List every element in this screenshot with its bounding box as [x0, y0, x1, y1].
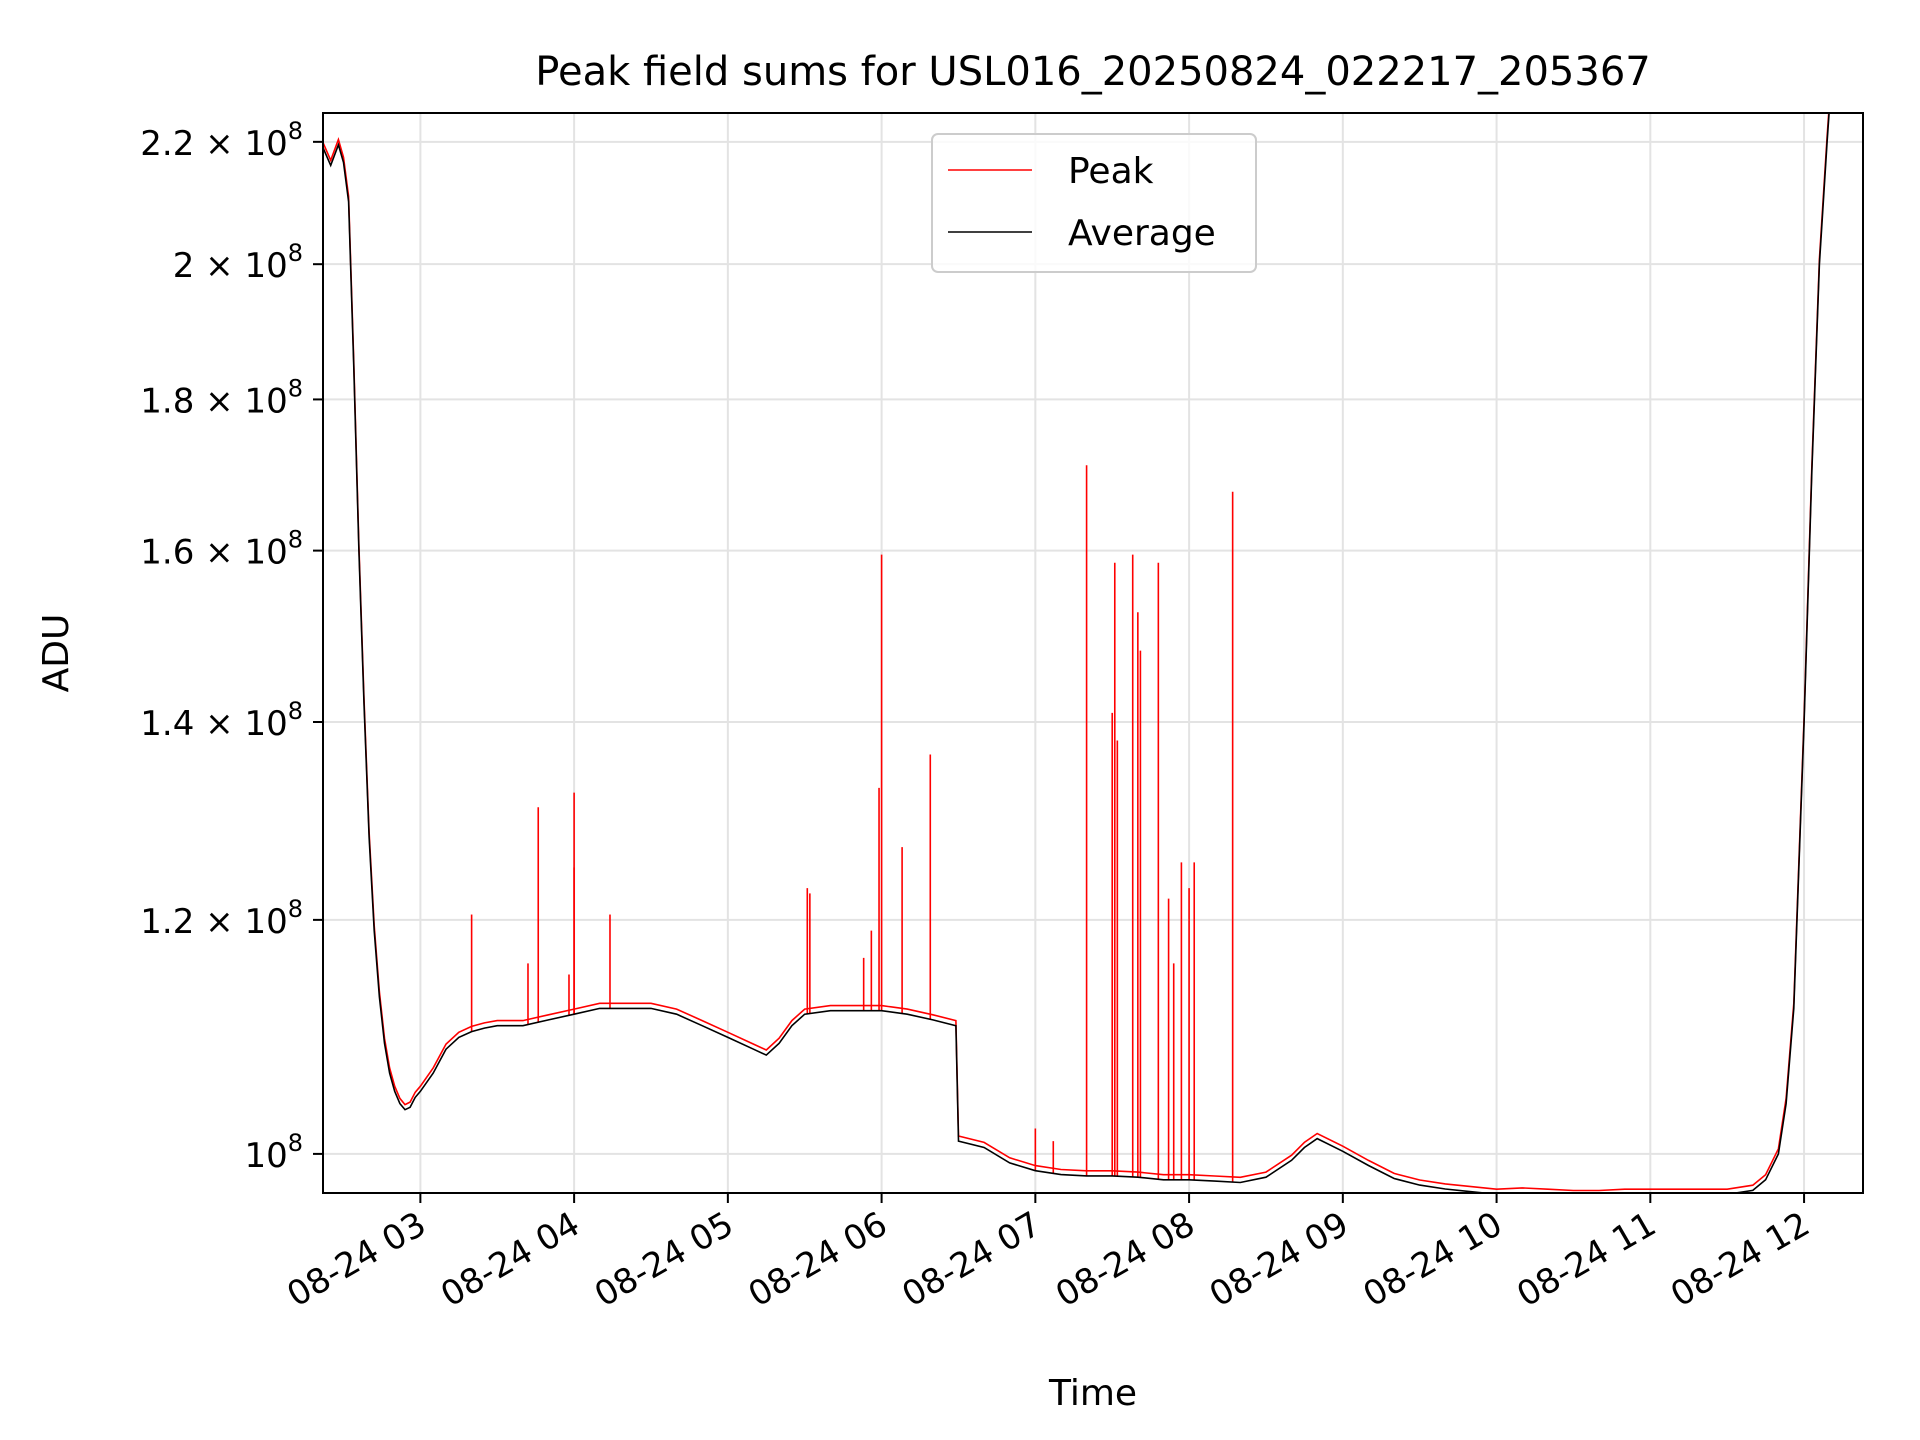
- legend-average-label: Average: [1068, 213, 1216, 254]
- x-tick-label: 08-24 10: [1357, 1204, 1509, 1315]
- x-tick-label: 08-24 03: [280, 1204, 432, 1315]
- legend-box: [931, 133, 1257, 273]
- legend: Peak Average: [931, 133, 1257, 273]
- x-tick-label: 08-24 08: [1049, 1204, 1201, 1315]
- legend-peak-label: Peak: [1068, 151, 1154, 192]
- y-tick-label: 108: [244, 1129, 303, 1176]
- y-tick-label: 1.6 × 108: [140, 526, 303, 573]
- y-axis-ticks: 108 1.2 × 108 1.4 × 108 1.6 × 108 1.8 × 108 2…: [140, 117, 323, 1176]
- x-tick-label: 08-24 06: [742, 1204, 894, 1315]
- x-tick-label: 08-24 05: [588, 1204, 740, 1315]
- x-tick-label: 08-24 04: [434, 1204, 586, 1315]
- x-axis-label: Time: [1048, 1373, 1137, 1414]
- x-tick-label: 08-24 11: [1510, 1204, 1662, 1315]
- y-tick-label: 2.2 × 108: [140, 117, 303, 164]
- x-axis-ticks: 08-24 03 08-24 04 08-24 05 08-24 06 08-24 07…: [280, 1193, 1817, 1315]
- chart-title: Peak field sums for USL016_20250824_0222…: [535, 49, 1650, 95]
- x-tick-label: 08-24 07: [895, 1204, 1047, 1315]
- y-tick-label: 1.4 × 108: [140, 697, 303, 744]
- plot-frame: [322, 112, 1864, 1194]
- x-tick-label: 08-24 12: [1664, 1204, 1816, 1315]
- average-series-line: [323, 113, 1830, 1193]
- y-tick-label: 2 × 108: [173, 239, 303, 286]
- y-axis-label: ADU: [36, 614, 77, 693]
- y-tick-label: 1.2 × 108: [140, 895, 303, 942]
- grid-lines: [323, 113, 1863, 1193]
- y-tick-label: 1.8 × 108: [140, 374, 303, 421]
- x-tick-label: 08-24 09: [1203, 1204, 1355, 1315]
- series-lines: [323, 113, 1830, 1193]
- peak-series-line: [323, 113, 1830, 1192]
